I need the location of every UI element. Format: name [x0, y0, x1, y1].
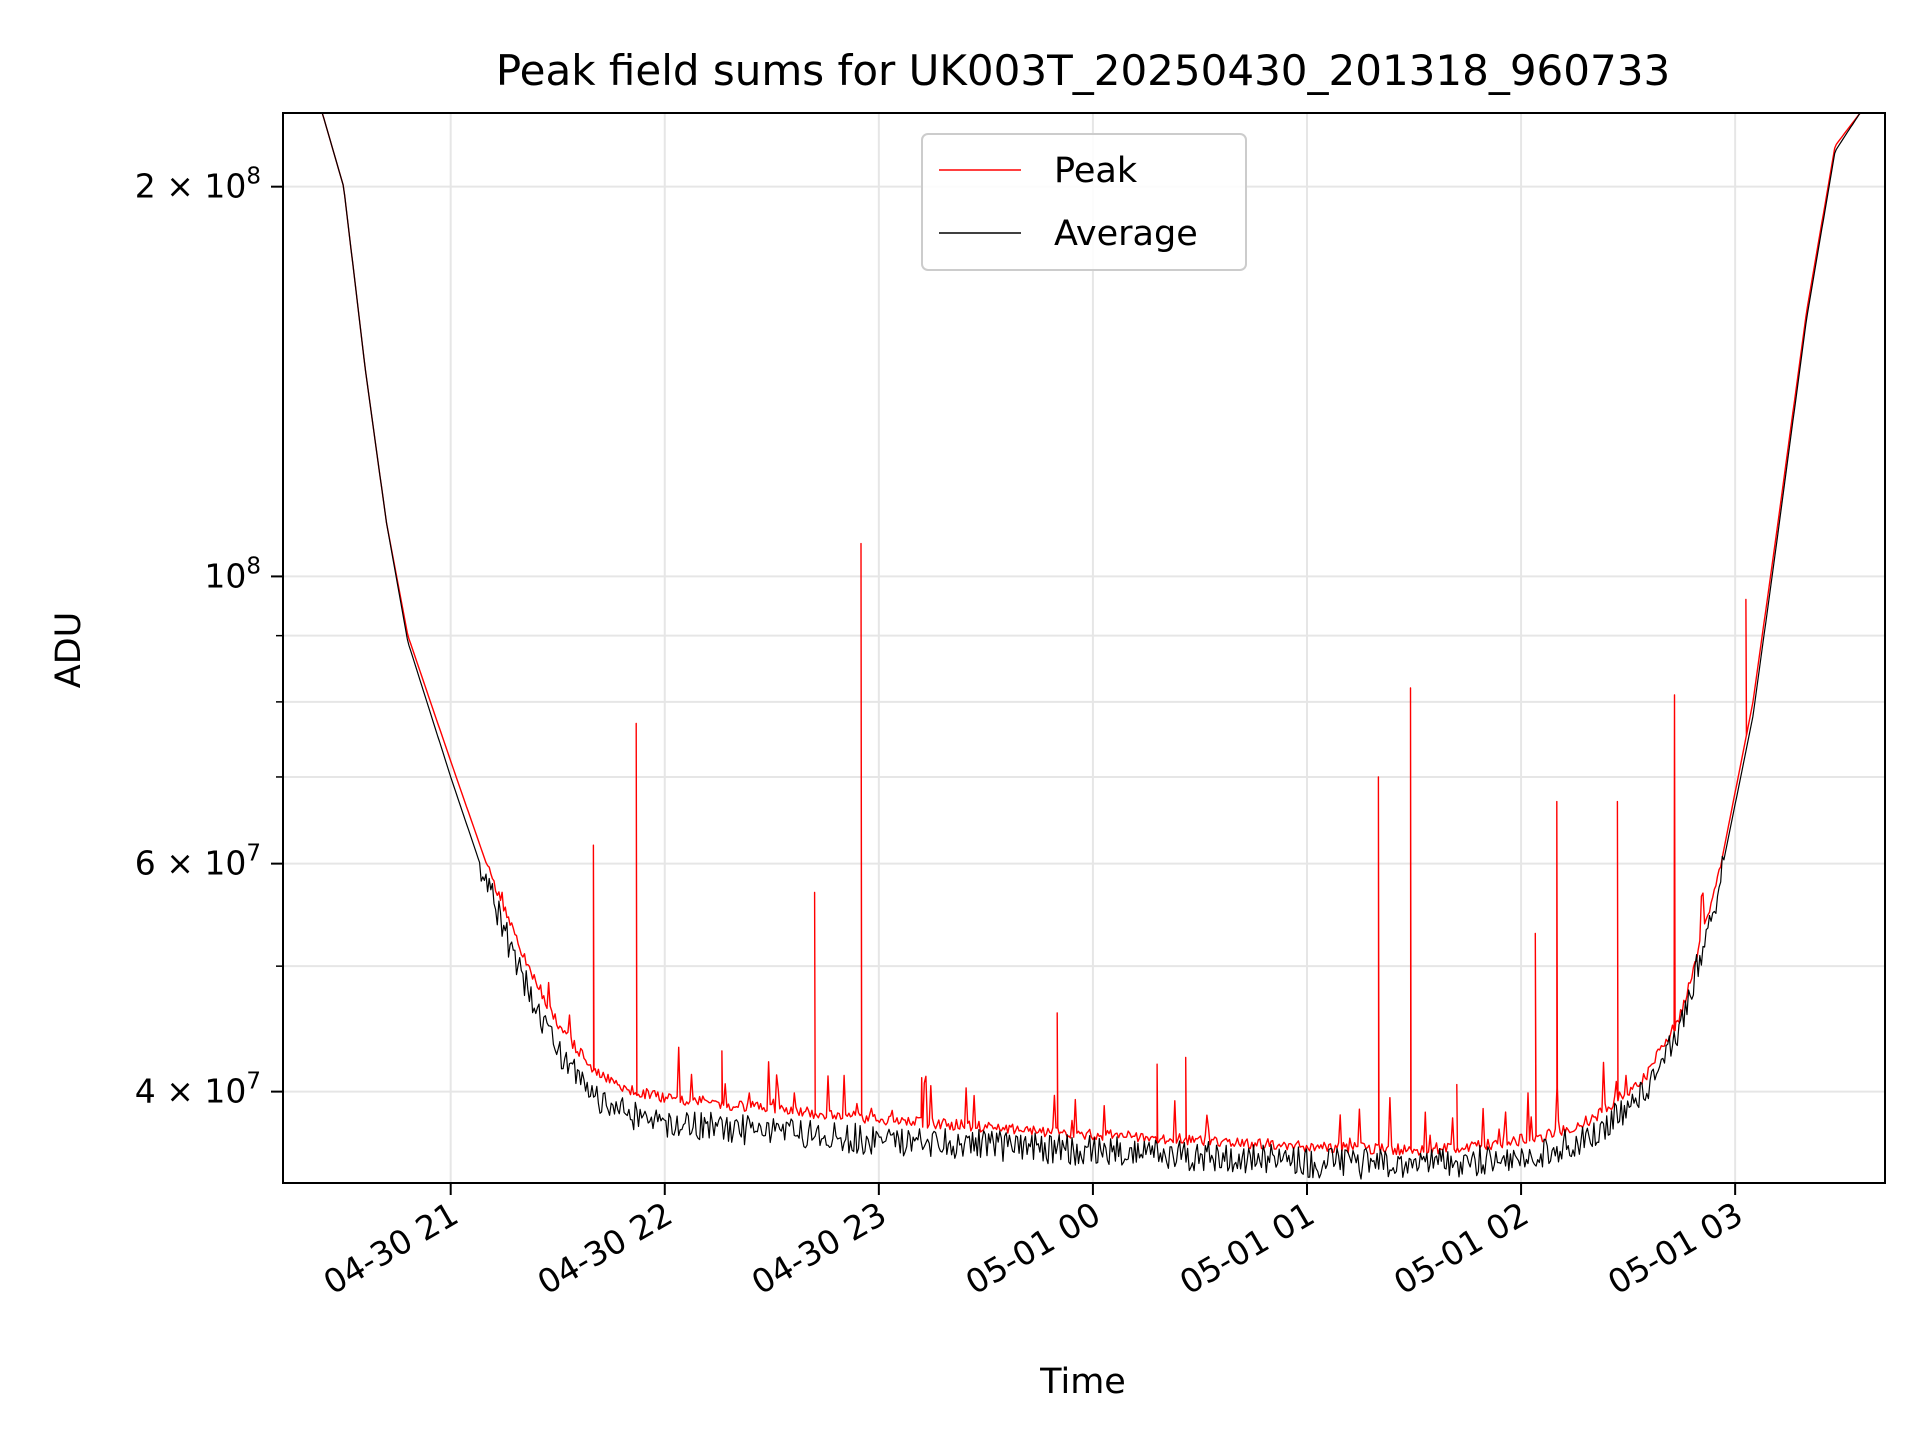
x-axis-label: Time: [1039, 1362, 1126, 1402]
plot-frame: [282, 112, 1886, 1184]
y-axis-label: ADU: [49, 612, 89, 689]
series-line-peak: [290, 112, 1877, 1156]
y-tick-label: 108: [204, 553, 261, 595]
y-axis: 4 × 107 6 × 107 108 2 × 108: [135, 164, 283, 1111]
legend-label-peak: Peak: [1054, 151, 1138, 191]
series-layer: [290, 112, 1877, 1180]
legend-box: [921, 133, 1247, 271]
y-tick-label: 4 × 107: [135, 1069, 261, 1111]
series-line-average: [290, 112, 1877, 1180]
y-tick-label: 2 × 108: [135, 164, 261, 206]
y-tick-label: 6 × 107: [135, 841, 261, 883]
chart-title: Peak field sums for UK003T_20250430_2013…: [496, 46, 1670, 95]
legend: Peak Average: [921, 133, 1247, 271]
legend-label-average: Average: [1054, 214, 1198, 254]
